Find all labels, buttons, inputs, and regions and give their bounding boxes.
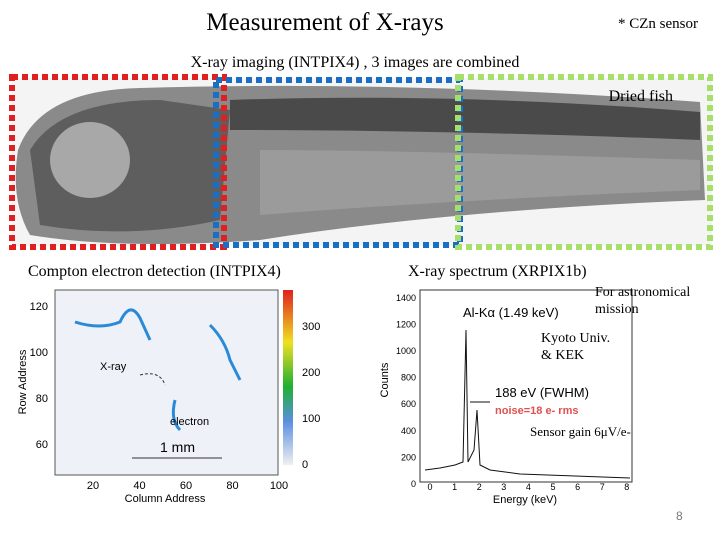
fish-image [12, 78, 712, 246]
imaging-caption: X-ray imaging (INTPIX4) , 3 images are c… [191, 54, 520, 71]
x-tick-label: 3 [501, 482, 506, 492]
y-tick-label: 0 [411, 479, 416, 489]
x-tick-label: 2 [477, 482, 482, 492]
colorbar-tick-label: 200 [302, 367, 320, 379]
x-axis-label: Column Address [125, 493, 206, 505]
x-tick-label: 20 [87, 480, 99, 492]
mission-note: For astronomical mission [595, 285, 690, 317]
page-number: 8 [676, 509, 683, 523]
x-tick-label: 6 [575, 482, 580, 492]
y-tick-label: 400 [401, 426, 416, 436]
x-tick-label: 5 [550, 482, 555, 492]
region-2 [213, 77, 463, 248]
peak-label: Al-Kα (1.49 keV) [463, 305, 559, 320]
fish-label: Dried fish [609, 88, 673, 105]
x-tick-label: 4 [526, 482, 531, 492]
x-tick-label: 0 [427, 482, 432, 492]
region-3 [455, 74, 713, 250]
title: Measurement of X-rays [206, 9, 443, 36]
y-tick-label: 600 [401, 399, 416, 409]
spectrum-panel: Counts Energy (keV) Al-Kα (1.49 keV) 188… [379, 289, 633, 506]
x-tick-label: 7 [600, 482, 605, 492]
region-1 [9, 74, 227, 250]
y-tick-label: 80 [36, 393, 48, 405]
spectrum-caption: X-ray spectrum (XRPIX1b) [408, 263, 587, 280]
y-axis-label: Row Address [17, 349, 29, 414]
compton-panel: X-ray electron 1 mm Row Address Column A… [17, 289, 320, 505]
colorbar-tick-label: 100 [302, 413, 320, 425]
x-tick-label: 60 [180, 480, 192, 492]
gain-note: Sensor gain 6μV/e- [530, 424, 631, 439]
annotation: electron [170, 416, 209, 428]
annotation: X-ray [100, 361, 127, 373]
x-tick-label: 80 [226, 480, 238, 492]
compton-caption: Compton electron detection (INTPIX4) [28, 263, 281, 280]
y-tick-label: 100 [30, 347, 48, 359]
colorbar-tick-label: 0 [302, 459, 308, 471]
x-tick-label: 40 [133, 480, 145, 492]
y-tick-label: 60 [36, 439, 48, 451]
institution-note: Kyoto Univ. & KEK [541, 331, 610, 363]
y-tick-label: 1000 [396, 346, 416, 356]
y-axis-label: Counts [379, 362, 391, 397]
sensor-note: * CZn sensor [618, 16, 698, 32]
annotation: 1 mm [160, 439, 195, 455]
x-tick-label: 1 [452, 482, 457, 492]
y-tick-label: 200 [401, 452, 416, 462]
fwhm-label: 188 eV (FWHM) [495, 385, 589, 400]
y-tick-label: 120 [30, 301, 48, 313]
colorbar-tick-label: 300 [302, 321, 320, 333]
x-tick-label: 100 [270, 480, 288, 492]
y-tick-label: 1400 [396, 293, 416, 303]
y-tick-label: 800 [401, 373, 416, 383]
noise-label: noise=18 e- rms [495, 405, 578, 417]
y-tick-label: 1200 [396, 319, 416, 329]
x-axis-label: Energy (keV) [493, 494, 557, 506]
x-tick-label: 8 [624, 482, 629, 492]
